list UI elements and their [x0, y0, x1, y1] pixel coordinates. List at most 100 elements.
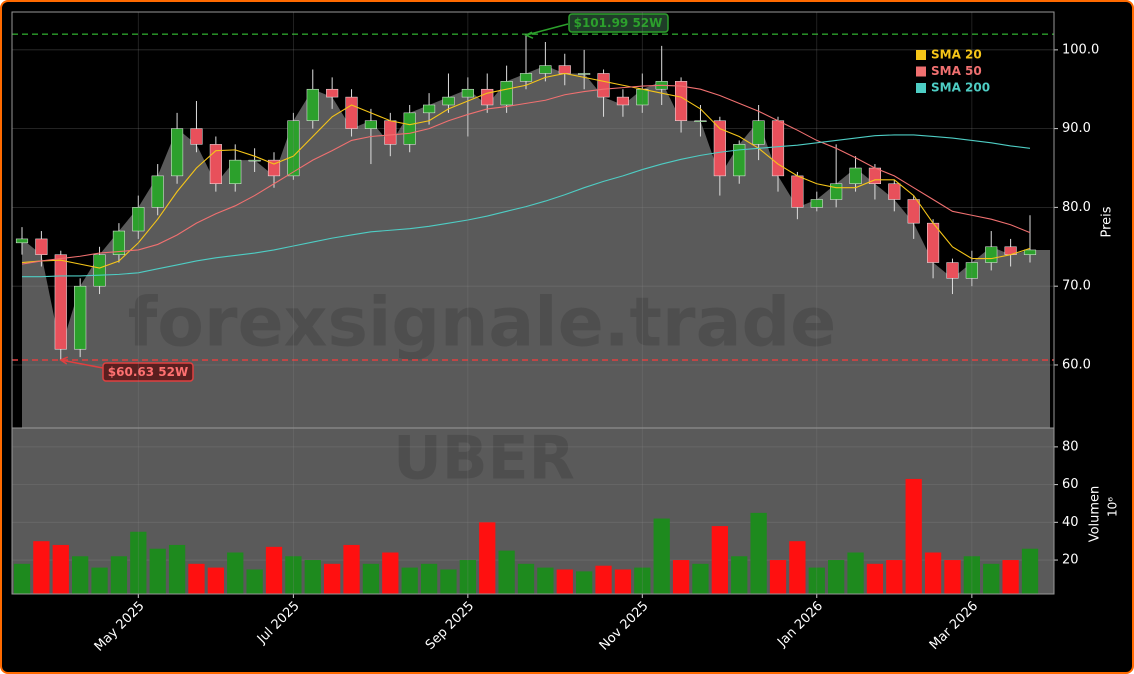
x-tick-label: Nov 2025 — [597, 599, 652, 654]
volume-bar — [711, 526, 728, 594]
volume-bar — [188, 563, 205, 594]
candle-body — [849, 167, 862, 185]
candle-body — [326, 88, 339, 98]
volume-bar — [382, 552, 399, 594]
volume-bar — [227, 552, 244, 594]
candle-body — [694, 120, 707, 122]
sma-line — [21, 72, 1031, 269]
watermark: forexsignale.trade — [128, 284, 837, 363]
annotation-box — [568, 13, 669, 33]
candle-body — [15, 238, 29, 244]
candle-body — [132, 207, 145, 232]
candle-body — [35, 238, 48, 255]
candle-body — [209, 144, 222, 185]
volume-bar — [459, 560, 476, 594]
candle-body — [616, 96, 629, 106]
watermark: UBER — [393, 424, 575, 494]
legend-label: SMA 20 — [931, 48, 982, 62]
x-tick-label: Jul 2025 — [254, 599, 303, 648]
annotation-arrow — [59, 356, 104, 369]
volume-bar — [595, 565, 612, 594]
volume-bar — [963, 556, 980, 594]
volume-bar — [905, 478, 922, 594]
volume-bar — [1002, 560, 1019, 594]
y-tick-label: 60.0 — [1062, 357, 1091, 372]
volume-bar — [866, 563, 884, 594]
candle-body — [946, 262, 959, 279]
candle-body — [519, 73, 533, 82]
volume-bar — [33, 541, 50, 594]
volume-bar — [576, 571, 593, 594]
candle-body — [93, 254, 106, 287]
annotation-label: $101.99 52W — [574, 16, 663, 30]
volume-bar — [72, 556, 89, 594]
candle-body — [229, 159, 242, 185]
volume-bar — [731, 556, 748, 594]
candle-body — [713, 120, 726, 177]
sma-line — [21, 84, 1031, 265]
volume-bar — [924, 552, 942, 594]
volume-bar — [52, 544, 69, 594]
volume-bar — [110, 556, 128, 594]
annotation-label: $60.63 52W — [108, 365, 188, 379]
candle-body — [810, 199, 823, 208]
y-tick-label: 60 — [1062, 477, 1079, 492]
volume-bar — [556, 569, 573, 594]
volume-bar — [130, 531, 147, 594]
volume-bar — [479, 522, 496, 594]
candle-body — [985, 246, 998, 263]
candle-body — [345, 96, 358, 129]
y-tick-label: 20 — [1062, 553, 1079, 568]
volume-bar — [498, 550, 515, 594]
candle-body — [112, 230, 125, 255]
candle-body — [1023, 249, 1037, 255]
y-tick-label: 90.0 — [1062, 121, 1091, 136]
candle-body — [461, 88, 474, 98]
volume-bar — [149, 548, 166, 594]
volume-bar — [634, 567, 651, 594]
volume-bar — [789, 541, 806, 594]
volume-bar — [828, 560, 845, 594]
candle-body — [364, 120, 377, 129]
candle-body — [54, 254, 67, 350]
candle-body — [752, 120, 765, 145]
volume-bar — [168, 544, 186, 594]
volume-bar — [401, 567, 418, 594]
y-tick-label: 40 — [1062, 515, 1079, 530]
volume-bar — [653, 518, 670, 594]
candle-body — [171, 128, 184, 177]
volume-bar — [440, 569, 457, 594]
volume-bar — [246, 569, 263, 594]
candle-body — [74, 285, 87, 350]
volume-bar — [265, 546, 283, 594]
volume-bar — [517, 563, 535, 594]
volume-bar — [769, 560, 787, 594]
volume-bar — [343, 544, 360, 594]
volume-bar — [420, 563, 438, 594]
volume-bar — [672, 560, 690, 594]
volume-bar — [614, 569, 632, 594]
candle-body — [481, 88, 494, 106]
candle-body — [771, 120, 785, 177]
candle-body — [190, 128, 203, 145]
volume-bar — [304, 560, 321, 594]
candle-body — [539, 65, 552, 74]
candle-body — [306, 88, 319, 121]
candle-body — [384, 120, 397, 145]
volume-bar — [91, 567, 108, 594]
volume-bar — [1021, 548, 1039, 594]
volume-bar — [362, 563, 380, 594]
y-tick-label: 80 — [1062, 439, 1079, 454]
annotation-box — [102, 362, 194, 382]
sma-line — [22, 134, 1031, 278]
legend-label: SMA 200 — [931, 81, 990, 95]
volume-bar — [944, 560, 961, 594]
volume-bar — [285, 556, 302, 594]
volume-bar — [692, 563, 709, 594]
candle-body — [888, 183, 901, 200]
volume-bar — [324, 563, 341, 594]
candle-body — [597, 73, 610, 98]
volume-bar — [750, 512, 767, 594]
candle-body — [151, 175, 164, 208]
candle-body — [907, 199, 920, 224]
